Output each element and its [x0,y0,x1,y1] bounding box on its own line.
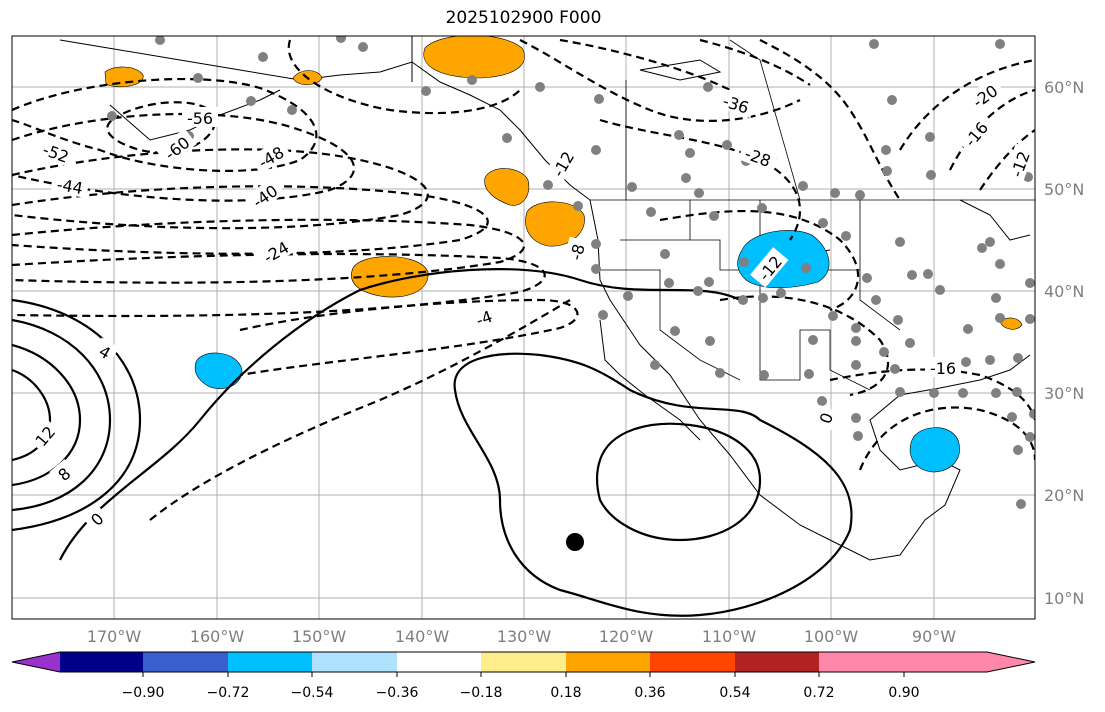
lon-label: 150°W [292,627,347,646]
colorbar-label: −0.72 [207,685,250,701]
lat-label: 40°N [1044,282,1084,301]
contour-label: -56 [182,107,218,128]
contour-label: 0 [812,404,838,431]
colorbar-label: 0.36 [634,685,665,701]
contour-label: -8 [563,236,590,267]
svg-text:-44: -44 [55,175,84,198]
colorbar-segment [312,652,397,672]
lon-label: 120°W [599,627,654,646]
longitude-labels: 170°W 160°W 150°W 140°W 130°W 120°W 110°… [87,627,956,646]
lon-label: 160°W [190,627,245,646]
lat-label: 30°N [1044,384,1084,403]
colorbar-label: 0.90 [888,685,919,701]
lat-label: 60°N [1044,78,1084,97]
positive-contours [12,268,853,617]
colorbar-label: 0.18 [550,685,581,701]
colorbar-extend-low [12,652,60,672]
contour-label: -36 [716,87,757,119]
contour-label: 8 [49,459,78,488]
svg-text:-56: -56 [187,109,213,128]
svg-text:-4: -4 [473,307,494,330]
lon-label: 110°W [702,627,757,646]
colorbar-extend-high [987,652,1035,672]
contour-label: -4 [468,303,500,331]
colorbar-segment [397,652,481,672]
colorbar-label: −0.18 [460,685,503,701]
contour-label: -16 [925,357,961,378]
lat-label: 20°N [1044,486,1084,505]
map-title: 2025102900 F000 [445,8,602,28]
svg-text:-16: -16 [930,359,956,378]
lat-label: 10°N [1044,589,1084,608]
colorbar-segment [143,652,228,672]
lon-label: 140°W [395,627,450,646]
colorbar-label: −0.54 [291,685,334,701]
lon-label: 130°W [497,627,552,646]
contour-label: 4 [91,337,120,365]
lon-label: 100°W [804,627,859,646]
colorbar-segment [481,652,566,672]
svg-text:-8: -8 [566,242,588,262]
colorbar-segment [228,652,312,672]
positive-anomaly-shading [104,36,1023,330]
colorbar-label: 0.54 [719,685,750,701]
center-marker [566,533,584,551]
colorbar-label: −0.36 [376,685,419,701]
colorbar-label: 0.72 [803,685,834,701]
map-border [11,35,1036,620]
colorbar-segment [735,652,819,672]
lon-label: 90°W [912,627,956,646]
colorbar-label: −0.90 [122,685,165,701]
colorbar-segment [819,652,904,672]
colorbar-segment [60,652,143,672]
colorbar: −0.90 −0.72 −0.54 −0.36 −0.18 0.18 0.36 … [11,651,1036,701]
latitude-labels: 60°N 50°N 40°N 30°N 20°N 10°N [1044,78,1084,608]
colorbar-segment [566,652,650,672]
gridlines [12,36,1035,619]
contour-label: -44 [50,172,90,198]
lat-label: 50°N [1044,180,1084,199]
colorbar-outline [11,651,1036,673]
colorbar-segment [650,652,735,672]
contour-label: -40 [243,176,285,214]
contour-label: 0 [82,504,111,533]
colorbar-segment [904,652,987,672]
lon-label: 170°W [87,627,142,646]
